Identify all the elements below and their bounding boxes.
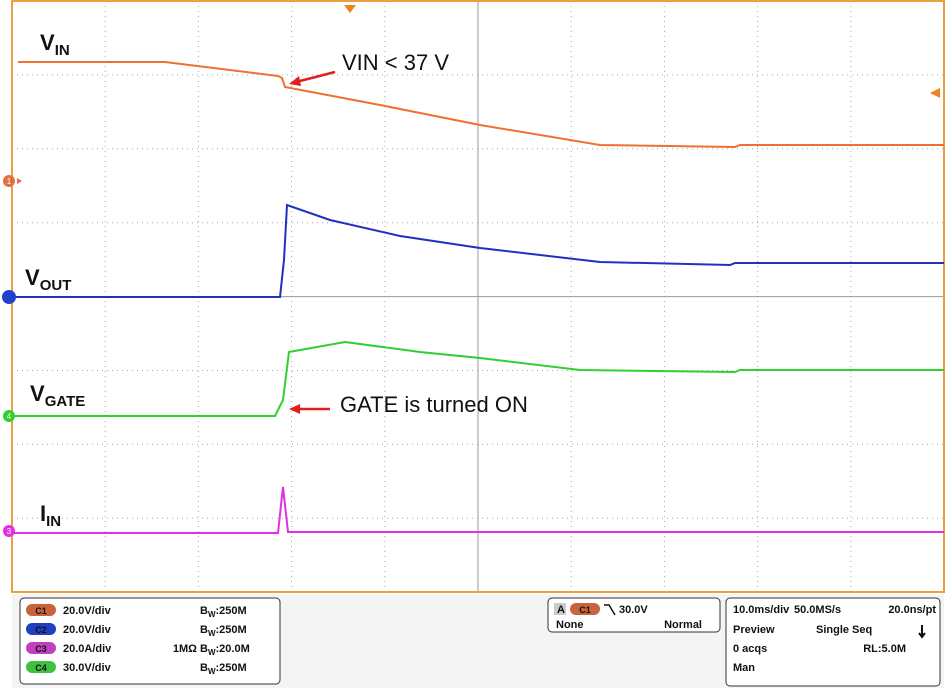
bw-symbol: B bbox=[200, 662, 208, 674]
channel-marker bbox=[3, 525, 15, 537]
trigger-mode: Normal bbox=[664, 619, 702, 631]
bw-value: :250M bbox=[216, 662, 247, 674]
source-box bbox=[554, 603, 566, 615]
label-sub: IN bbox=[55, 42, 70, 59]
bw-sub: W bbox=[208, 629, 216, 638]
bw-symbol: B bbox=[200, 624, 208, 636]
badge-label: C4 bbox=[35, 663, 47, 673]
bandwidth: BW:250M bbox=[200, 624, 247, 638]
vout-trace bbox=[12, 203, 944, 298]
bandwidth: BW:20.0M bbox=[200, 643, 250, 657]
resolution: 20.0ns/pt bbox=[888, 604, 936, 616]
annotation: GATE is turned ON bbox=[340, 392, 528, 417]
trigger-level-marker bbox=[930, 88, 940, 98]
iin-trace bbox=[12, 486, 944, 534]
marker-arrow bbox=[17, 178, 22, 184]
arrowhead bbox=[289, 76, 301, 86]
scale: 30.0V/div bbox=[63, 662, 112, 674]
bw-symbol: B bbox=[200, 643, 208, 655]
label-main: V bbox=[30, 381, 45, 406]
acq-sequence: Single Seq bbox=[816, 624, 872, 636]
channel-marker-label: 3 bbox=[7, 527, 12, 536]
trace-label: VOUT bbox=[25, 265, 71, 294]
bandwidth: BW:250M bbox=[200, 662, 247, 676]
bandwidth: BW:250M bbox=[200, 605, 247, 619]
label-sub: OUT bbox=[40, 277, 72, 294]
badge bbox=[26, 661, 56, 673]
sample-rate: 50.0MS/s bbox=[794, 604, 841, 616]
badge bbox=[26, 623, 56, 635]
badge-label: C3 bbox=[35, 644, 47, 654]
acq-state: Preview bbox=[733, 624, 775, 636]
vgate-trace bbox=[12, 340, 944, 417]
label-main: V bbox=[40, 30, 55, 55]
channel-marker-label: 4 bbox=[7, 412, 12, 421]
badge-label: C1 bbox=[35, 606, 47, 616]
slope-icon bbox=[604, 604, 616, 616]
acquisition-box bbox=[725, 597, 941, 687]
label-main: I bbox=[40, 501, 46, 526]
channel-marker-label: 1 bbox=[7, 177, 12, 186]
impedance: 1MΩ bbox=[173, 643, 197, 655]
trigger-level: 30.0V bbox=[619, 604, 648, 616]
badge bbox=[26, 642, 56, 654]
vin-trace bbox=[18, 61, 944, 149]
bw-sub: W bbox=[208, 667, 216, 676]
scale: 20.0V/div bbox=[63, 605, 112, 617]
trace-label: IIN bbox=[40, 501, 61, 530]
channel-box bbox=[19, 597, 281, 685]
trace-label: VGATE bbox=[30, 381, 85, 410]
channel-marker bbox=[3, 175, 15, 187]
bw-value: :250M bbox=[216, 605, 247, 617]
annotation: VIN < 37 V bbox=[342, 50, 449, 75]
trace-label: VIN bbox=[40, 30, 70, 59]
timebase: 10.0ms/div bbox=[733, 604, 790, 616]
trigger-channel: C1 bbox=[579, 605, 591, 615]
trigger-coupling: None bbox=[556, 619, 584, 631]
trigger-position-marker bbox=[344, 5, 356, 13]
acq-count: 0 acqs bbox=[733, 643, 767, 655]
bw-value: :20.0M bbox=[216, 643, 250, 655]
trigger-source: A bbox=[557, 604, 565, 616]
badge bbox=[570, 603, 600, 615]
label-sub: GATE bbox=[45, 393, 86, 410]
arrowhead bbox=[289, 404, 300, 414]
channel-marker bbox=[3, 410, 15, 422]
arrow bbox=[295, 70, 336, 84]
scale: 20.0V/div bbox=[63, 624, 112, 636]
bw-symbol: B bbox=[200, 605, 208, 617]
scale: 20.0A/div bbox=[63, 643, 112, 655]
label-sub: IN bbox=[46, 513, 61, 530]
badge-label: C2 bbox=[35, 625, 47, 635]
graticule bbox=[12, 1, 944, 592]
label-main: V bbox=[25, 265, 40, 290]
bw-value: :250M bbox=[216, 624, 247, 636]
bw-sub: W bbox=[208, 610, 216, 619]
channel-marker bbox=[2, 290, 16, 304]
seq-icon bbox=[918, 625, 926, 639]
record-length: RL:5.0M bbox=[863, 643, 906, 655]
bw-sub: W bbox=[208, 648, 216, 657]
acq-mode: Man bbox=[733, 662, 755, 674]
badge bbox=[26, 604, 56, 616]
